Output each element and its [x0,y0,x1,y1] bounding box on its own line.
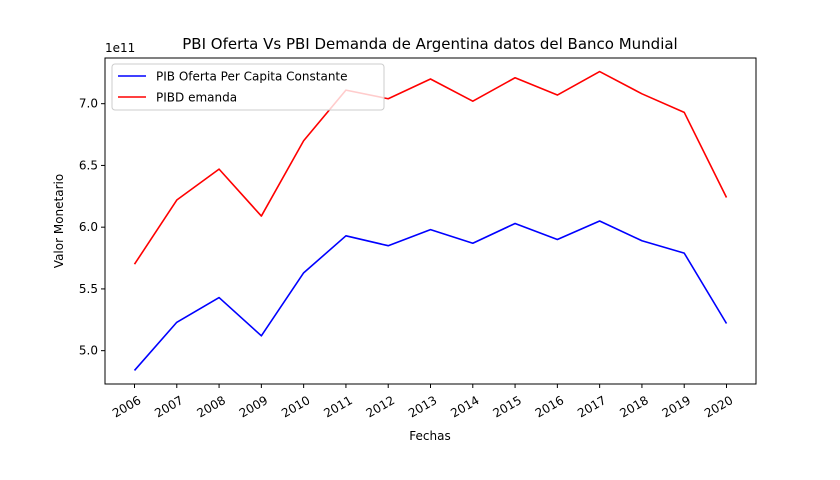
y-tick-label: 7.0 [79,97,98,111]
legend-label: PIBD emanda [156,91,237,105]
y-tick-label: 5.5 [79,282,98,296]
plot-area [104,57,757,385]
series-line-1 [133,70,728,265]
x-axis-label: Fechas [409,429,450,443]
y-offset-label: 1e11 [105,41,135,55]
series-line-0 [133,220,728,371]
y-tick-label: 6.0 [79,220,98,234]
y-axis: 5.0 5.5 6.0 6.5 7.0 [79,97,105,358]
y-axis-label: Valor Monetario [52,174,66,268]
legend-box [111,63,385,111]
series-layer [133,70,728,371]
legend: PIB Oferta Per Capita Constante PIBD eman… [111,63,385,111]
legend-label: PIB Oferta Per Capita Constante [156,70,348,84]
y-tick-label: 6.5 [79,158,98,172]
chart-title: PBI Oferta Vs PBI Demanda de Argentina d… [182,35,677,53]
y-tick-label: 5.0 [79,344,98,358]
